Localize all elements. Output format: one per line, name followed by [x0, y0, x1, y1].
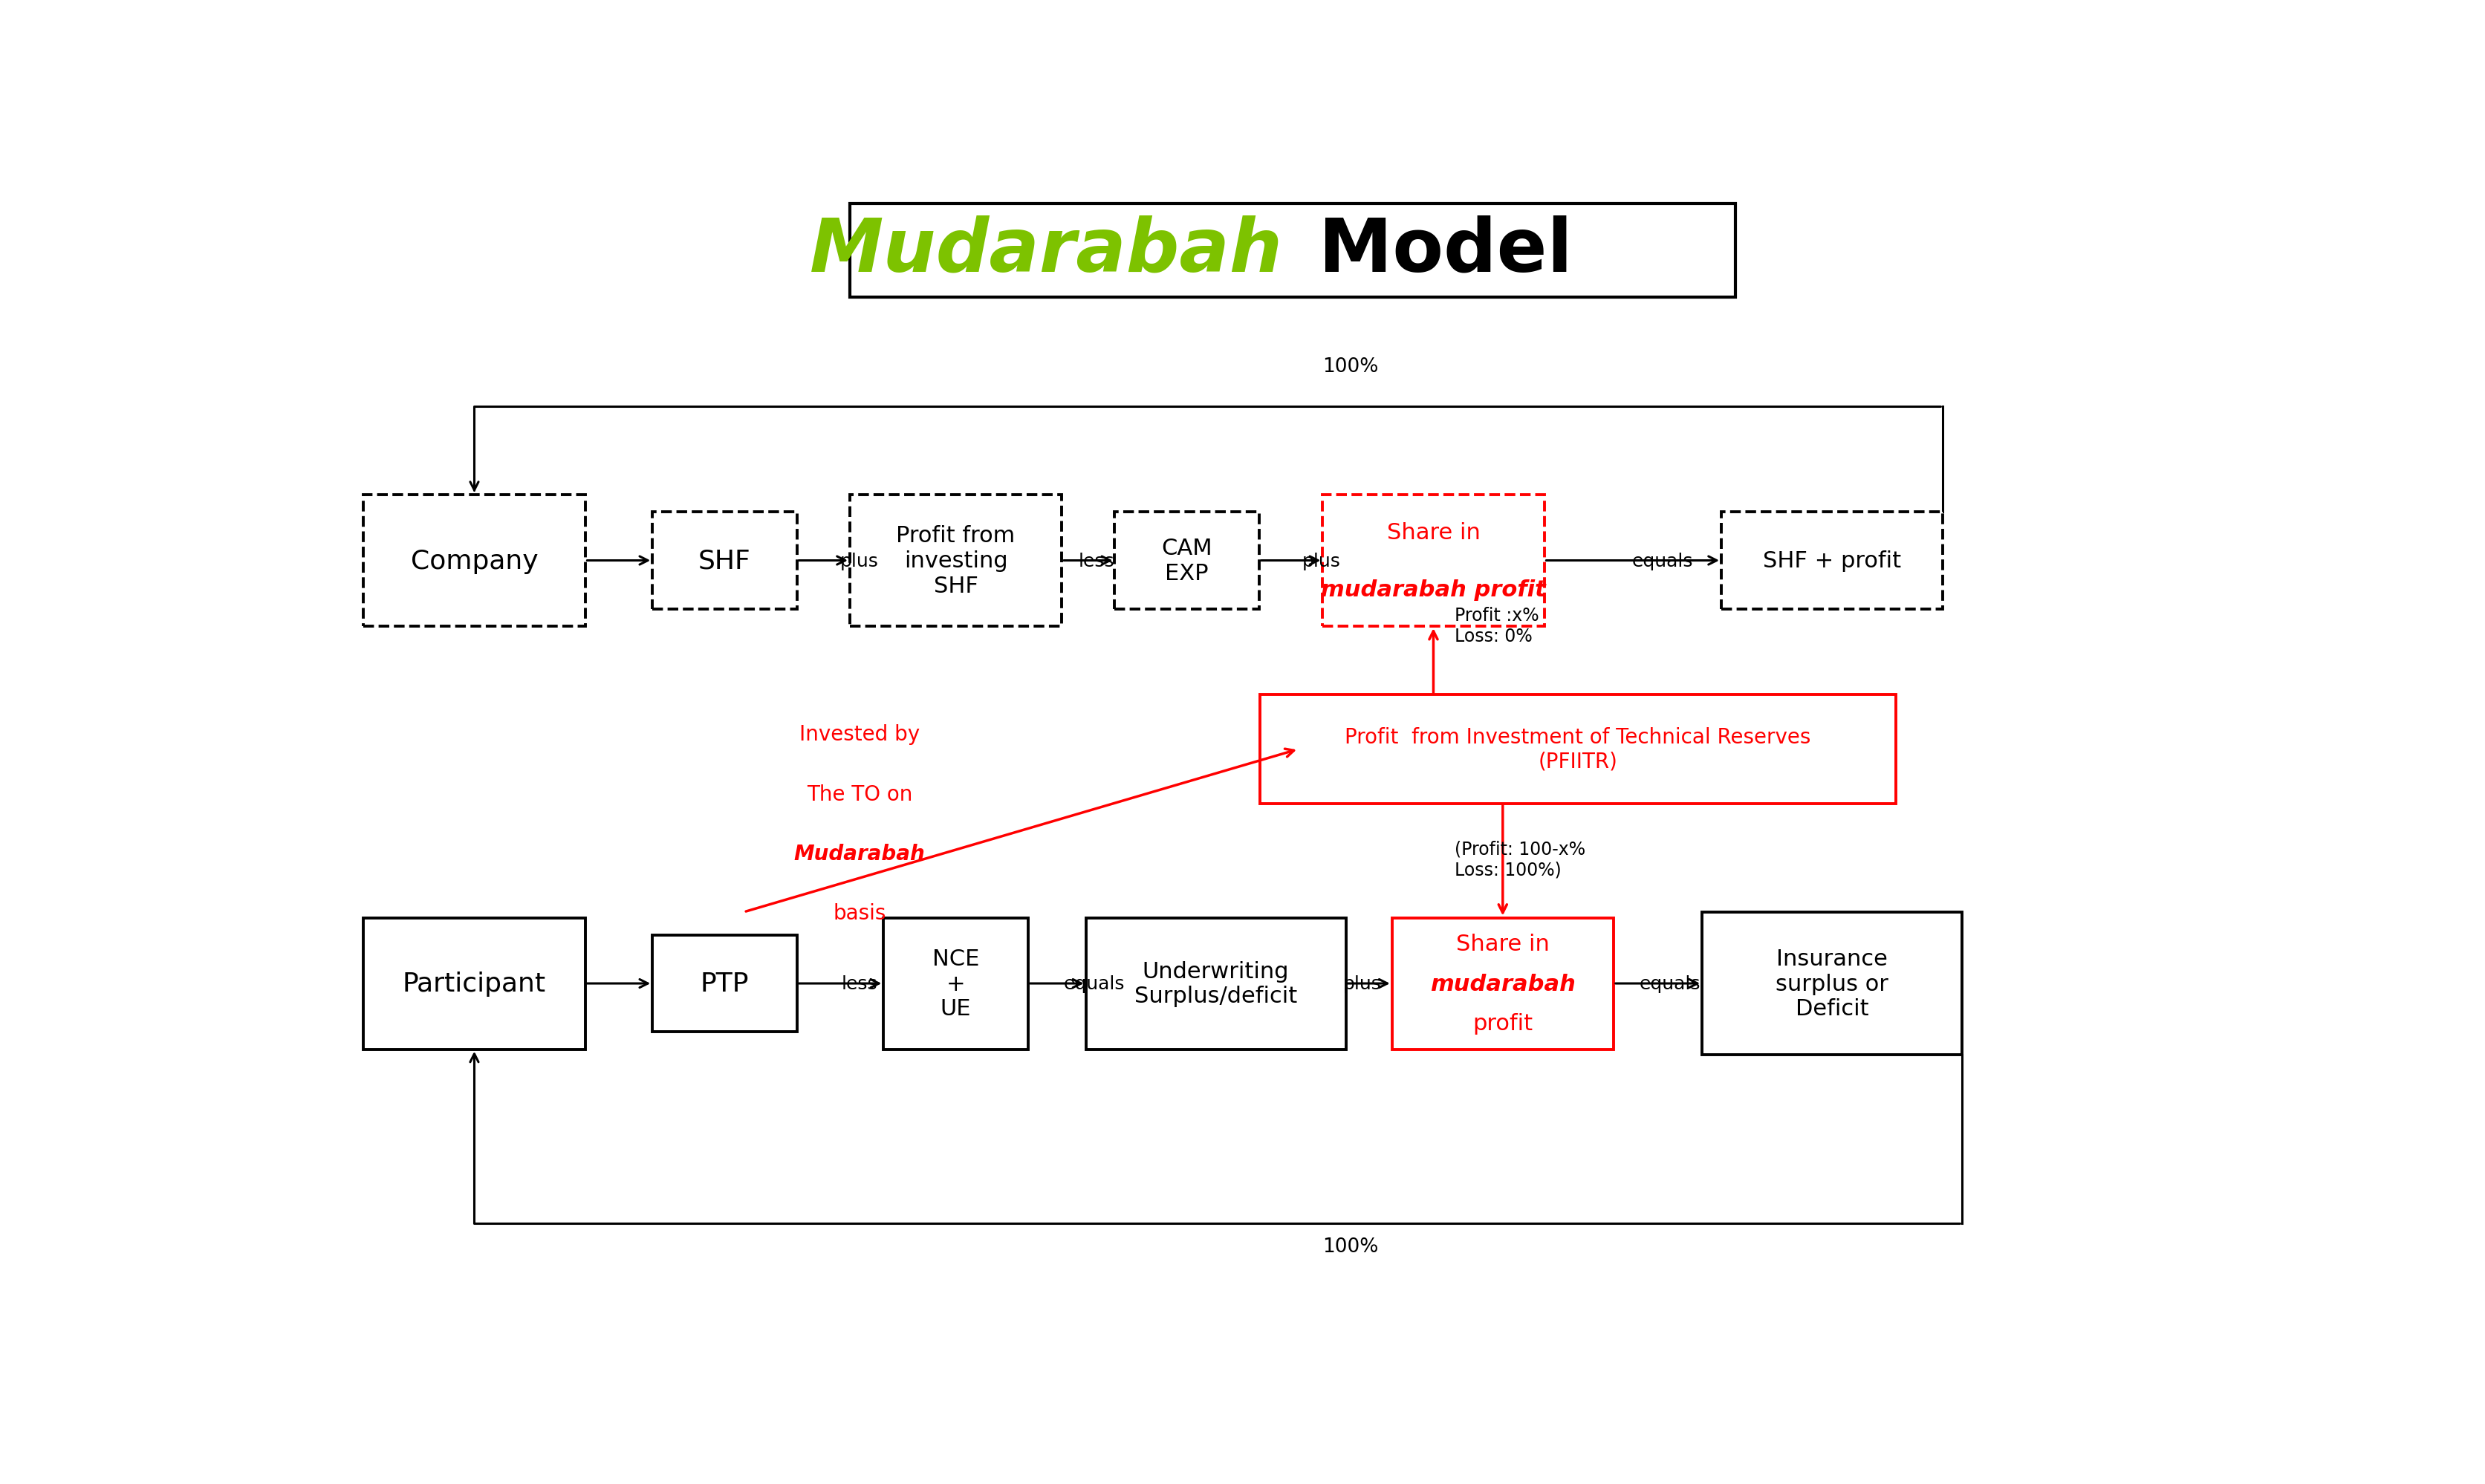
FancyBboxPatch shape — [1392, 919, 1613, 1049]
Text: Model: Model — [1292, 215, 1573, 288]
Text: profit: profit — [1474, 1012, 1533, 1034]
Text: plus: plus — [1342, 975, 1382, 993]
Text: Invested by: Invested by — [800, 724, 919, 745]
Text: equals: equals — [1064, 975, 1126, 993]
Text: 100%: 100% — [1322, 1236, 1379, 1255]
Text: mudarabah profit: mudarabah profit — [1322, 579, 1546, 600]
FancyBboxPatch shape — [1322, 496, 1543, 626]
FancyBboxPatch shape — [1086, 919, 1347, 1049]
FancyBboxPatch shape — [363, 919, 584, 1049]
Text: Share in: Share in — [1456, 933, 1551, 954]
FancyBboxPatch shape — [885, 919, 1029, 1049]
Text: Insurance
surplus or
Deficit: Insurance surplus or Deficit — [1777, 948, 1889, 1020]
Text: basis: basis — [832, 902, 887, 923]
Text: PTP: PTP — [701, 971, 748, 996]
Text: plus: plus — [1302, 552, 1342, 570]
Text: NCE
+
UE: NCE + UE — [932, 948, 979, 1020]
Text: Company: Company — [410, 548, 539, 573]
Text: SHF: SHF — [698, 548, 750, 573]
Text: (Profit: 100-x%
Loss: 100%): (Profit: 100-x% Loss: 100%) — [1454, 840, 1585, 879]
FancyBboxPatch shape — [1702, 913, 1963, 1055]
Text: less: less — [1078, 552, 1113, 570]
Text: Participant: Participant — [403, 971, 547, 996]
Text: The TO on: The TO on — [808, 784, 912, 804]
Text: Profit :x%
Loss: 0%: Profit :x% Loss: 0% — [1454, 607, 1538, 646]
Text: Profit from
investing
SHF: Profit from investing SHF — [897, 525, 1016, 597]
Text: 100%: 100% — [1322, 358, 1379, 377]
Text: Profit  from Investment of Technical Reserves
(PFIITR): Profit from Investment of Technical Rese… — [1344, 727, 1812, 772]
FancyBboxPatch shape — [1722, 512, 1943, 610]
FancyBboxPatch shape — [1260, 695, 1896, 804]
Text: less: less — [842, 975, 877, 993]
Text: Mudarabah: Mudarabah — [793, 843, 924, 864]
Text: plus: plus — [840, 552, 880, 570]
Text: Share in: Share in — [1387, 521, 1481, 543]
Text: mudarabah: mudarabah — [1429, 974, 1575, 994]
Text: SHF + profit: SHF + profit — [1762, 551, 1901, 571]
FancyBboxPatch shape — [850, 496, 1061, 626]
FancyBboxPatch shape — [654, 512, 798, 610]
FancyBboxPatch shape — [363, 496, 584, 626]
Text: equals: equals — [1640, 975, 1700, 993]
Text: Mudarabah: Mudarabah — [810, 215, 1282, 288]
Text: CAM
EXP: CAM EXP — [1160, 537, 1213, 585]
Text: equals: equals — [1633, 552, 1692, 570]
FancyBboxPatch shape — [850, 205, 1737, 298]
FancyBboxPatch shape — [1116, 512, 1260, 610]
Text: Underwriting
Surplus/deficit: Underwriting Surplus/deficit — [1133, 960, 1297, 1008]
FancyBboxPatch shape — [654, 935, 798, 1033]
